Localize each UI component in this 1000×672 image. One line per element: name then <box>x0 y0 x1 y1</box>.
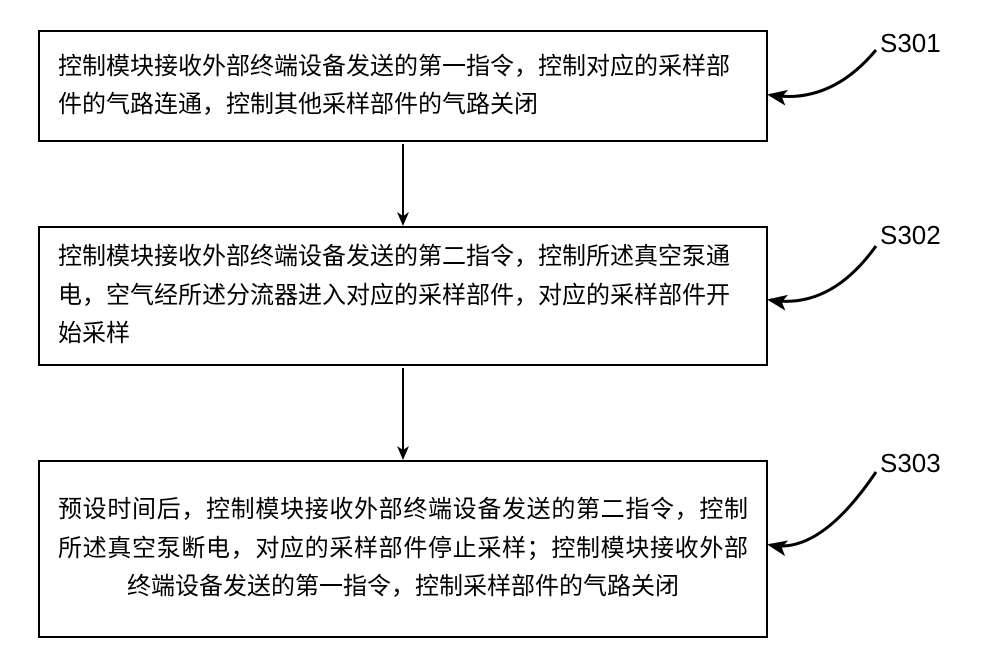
step-label-s301: S301 <box>880 28 941 59</box>
step-box-s301: 控制模块接收外部终端设备发送的第一指令，控制对应的采样部件的气路连通，控制其他采… <box>38 30 768 142</box>
step-box-s302: 控制模块接收外部终端设备发送的第二指令，控制所述真空泵通电，空气经所述分流器进入… <box>38 226 768 366</box>
step-text-s303: 预设时间后，控制模块接收外部终端设备发送的第二指令，控制所述真空泵断电，对应的采… <box>58 491 748 606</box>
flowchart-canvas: 控制模块接收外部终端设备发送的第一指令，控制对应的采样部件的气路连通，控制其他采… <box>0 0 1000 672</box>
step-label-s303: S303 <box>880 448 941 479</box>
step-label-s302: S302 <box>880 220 941 251</box>
step-text-s301: 控制模块接收外部终端设备发送的第一指令，控制对应的采样部件的气路连通，控制其他采… <box>58 48 748 125</box>
step-box-s303: 预设时间后，控制模块接收外部终端设备发送的第二指令，控制所述真空泵断电，对应的采… <box>38 460 768 638</box>
step-text-s302: 控制模块接收外部终端设备发送的第二指令，控制所述真空泵通电，空气经所述分流器进入… <box>58 238 748 353</box>
